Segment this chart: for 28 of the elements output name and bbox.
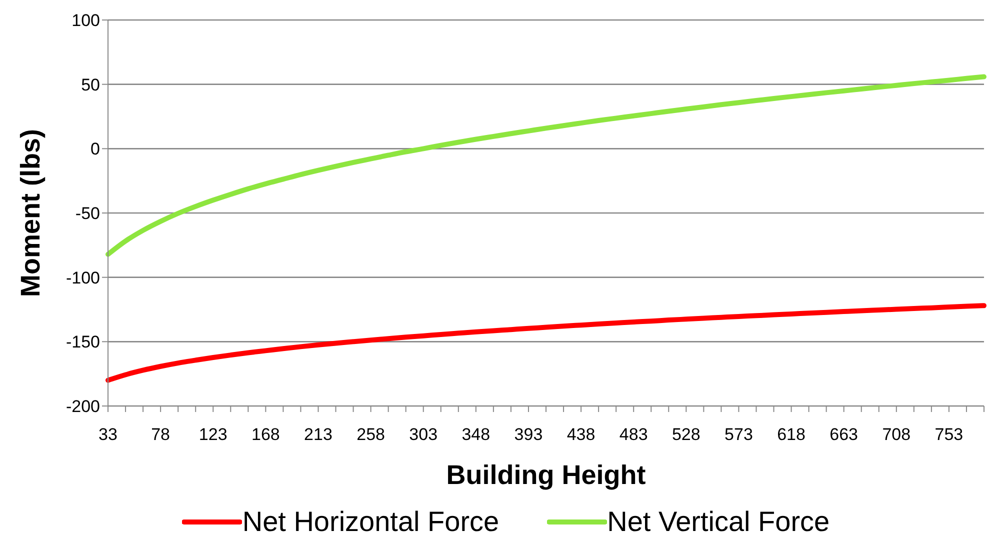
y-tick-label: -100 xyxy=(66,268,100,288)
y-tick-label: -150 xyxy=(66,332,100,352)
y-tick-label: -200 xyxy=(66,397,100,416)
legend-label: Net Vertical Force xyxy=(607,506,830,538)
x-tick-label: 528 xyxy=(672,425,700,444)
x-tick-label: 78 xyxy=(151,425,170,444)
x-tick-label: 708 xyxy=(882,425,911,444)
y-tick-label: 0 xyxy=(90,140,100,159)
x-axis-title: Building Height xyxy=(446,460,646,490)
x-tick-label: 753 xyxy=(934,425,964,444)
y-tick-label: -50 xyxy=(75,204,100,224)
x-tick-label: 348 xyxy=(462,425,490,444)
x-tick-label: 303 xyxy=(409,425,438,444)
x-tick-label: 213 xyxy=(304,425,332,444)
x-tick-label: 618 xyxy=(777,425,806,444)
legend-label: Net Horizontal Force xyxy=(242,506,500,538)
y-tick-label: 100 xyxy=(72,11,100,30)
x-tick-label: 123 xyxy=(198,425,228,444)
x-tick-label: 33 xyxy=(98,425,118,444)
y-axis-title: Moment (lbs) xyxy=(16,129,46,297)
x-tick-label: 168 xyxy=(251,425,280,444)
y-tick-label: 50 xyxy=(81,75,100,94)
x-tick-label: 573 xyxy=(724,425,753,444)
x-tick-label: 438 xyxy=(566,425,596,444)
x-tick-label: 258 xyxy=(356,425,385,444)
x-tick-label: 483 xyxy=(619,425,648,444)
x-tick-label: 393 xyxy=(514,425,543,444)
x-tick-label: 663 xyxy=(830,425,858,444)
